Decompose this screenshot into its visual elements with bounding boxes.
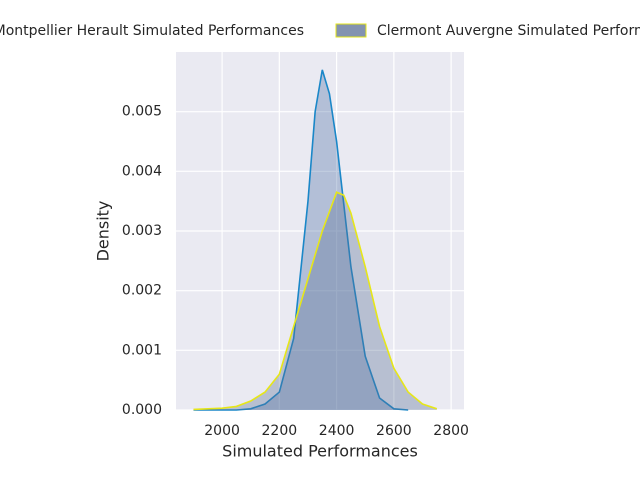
- legend-label: Clermont Auvergne Simulated Performances: [377, 23, 640, 39]
- density-area: [193, 69, 409, 411]
- y-tick-label: 0.002: [122, 283, 162, 299]
- y-tick-label: 0.000: [122, 402, 162, 418]
- y-tick-label: 0.004: [122, 163, 162, 179]
- density-line: [193, 191, 438, 411]
- legend-swatch: [335, 23, 367, 38]
- y-tick-label: 0.001: [122, 342, 162, 358]
- x-axis-label: Simulated Performances: [222, 442, 418, 461]
- legend-label: Montpellier Herault Simulated Performanc…: [0, 23, 304, 39]
- x-tick-label: 2400: [319, 423, 355, 439]
- y-tick-label: 0.005: [122, 104, 162, 120]
- y-axis-label: Density: [94, 201, 113, 262]
- x-tick-label: 2200: [262, 423, 298, 439]
- x-tick-label: 2000: [204, 423, 240, 439]
- x-tick-label: 2600: [376, 423, 412, 439]
- density-line: [193, 69, 409, 411]
- x-tick-label: 2800: [433, 423, 469, 439]
- density-area: [193, 192, 437, 410]
- y-tick-label: 0.003: [122, 223, 162, 239]
